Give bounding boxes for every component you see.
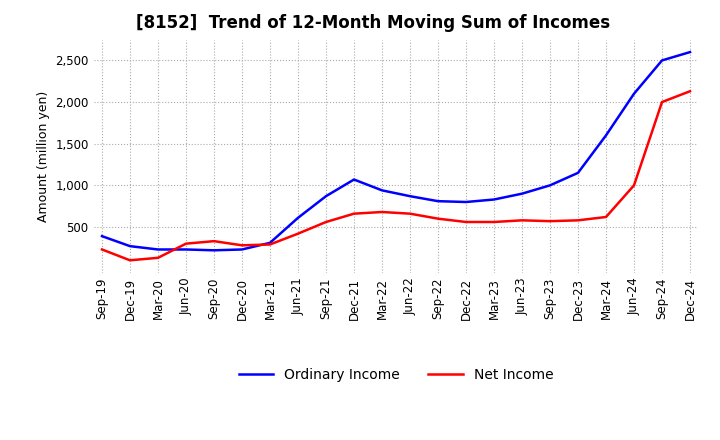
Ordinary Income — [294, 215, 302, 220]
Ordinary Income — [546, 183, 554, 188]
Ordinary Income — [602, 133, 611, 138]
Line: Ordinary Income: Ordinary Income — [102, 52, 690, 250]
Ordinary Income — [433, 198, 442, 204]
Ordinary Income — [378, 188, 387, 193]
Net Income — [546, 219, 554, 224]
Net Income — [433, 216, 442, 221]
Line: Net Income: Net Income — [102, 91, 690, 260]
Legend: Ordinary Income, Net Income: Ordinary Income, Net Income — [233, 362, 559, 387]
Ordinary Income — [153, 247, 162, 252]
Ordinary Income — [266, 240, 274, 246]
Ordinary Income — [518, 191, 526, 196]
Ordinary Income — [210, 248, 218, 253]
Ordinary Income — [181, 247, 190, 252]
Ordinary Income — [657, 58, 666, 63]
Net Income — [657, 99, 666, 105]
Net Income — [181, 241, 190, 246]
Net Income — [630, 183, 639, 188]
Net Income — [490, 220, 498, 225]
Ordinary Income — [630, 91, 639, 96]
Ordinary Income — [238, 247, 246, 252]
Net Income — [518, 218, 526, 223]
Ordinary Income — [405, 194, 414, 199]
Ordinary Income — [322, 194, 330, 199]
Ordinary Income — [126, 243, 135, 249]
Ordinary Income — [350, 177, 359, 182]
Net Income — [98, 247, 107, 252]
Net Income — [294, 231, 302, 236]
Net Income — [126, 258, 135, 263]
Net Income — [685, 88, 694, 94]
Net Income — [405, 211, 414, 216]
Text: [8152]  Trend of 12-Month Moving Sum of Incomes: [8152] Trend of 12-Month Moving Sum of I… — [136, 15, 610, 33]
Net Income — [574, 218, 582, 223]
Net Income — [322, 220, 330, 225]
Ordinary Income — [462, 199, 470, 205]
Y-axis label: Amount (million yen): Amount (million yen) — [37, 91, 50, 222]
Net Income — [602, 214, 611, 220]
Net Income — [378, 209, 387, 215]
Net Income — [238, 243, 246, 248]
Net Income — [210, 238, 218, 244]
Net Income — [266, 242, 274, 247]
Ordinary Income — [490, 197, 498, 202]
Ordinary Income — [574, 170, 582, 176]
Net Income — [462, 220, 470, 225]
Net Income — [350, 211, 359, 216]
Net Income — [153, 255, 162, 260]
Ordinary Income — [685, 49, 694, 55]
Ordinary Income — [98, 234, 107, 239]
